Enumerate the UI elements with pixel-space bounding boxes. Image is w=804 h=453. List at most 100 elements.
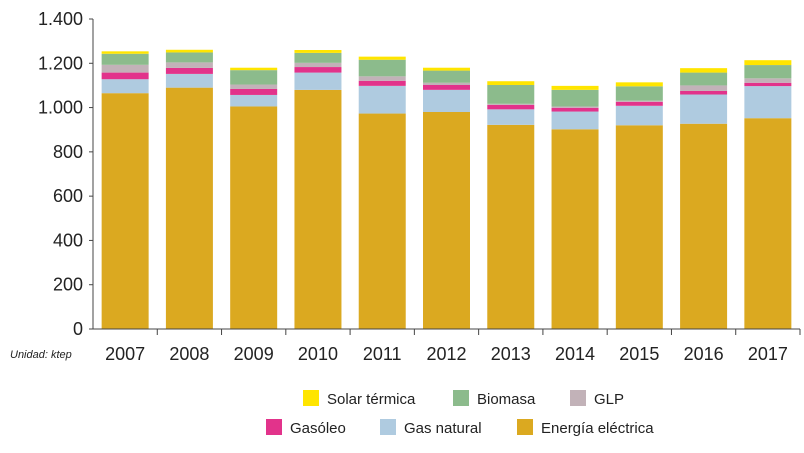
legend-label: Biomasa	[477, 391, 536, 408]
bar-segment	[165, 87, 213, 330]
x-tick-label: 2014	[555, 344, 595, 364]
bar-segment	[230, 88, 278, 95]
bar-segment	[744, 82, 792, 87]
bar-segment	[294, 50, 342, 53]
unit-note: Unidad: ktep	[10, 349, 72, 361]
bar-segment	[551, 111, 599, 130]
bar-segment	[294, 67, 342, 73]
legend-label: Energía eléctrica	[541, 420, 654, 437]
y-tick-label: 1.000	[38, 98, 83, 118]
bar-segment	[423, 112, 470, 329]
legend-swatch	[517, 419, 533, 435]
y-tick-label: 800	[53, 142, 83, 162]
bar-segment	[358, 113, 406, 329]
bar-segment	[615, 101, 663, 106]
bar-segment	[680, 90, 728, 95]
y-tick-label: 600	[53, 186, 83, 206]
bar-segment	[230, 67, 278, 71]
x-tick-label: 2016	[684, 344, 724, 364]
bar-segment	[744, 78, 792, 83]
bar-stack-2012	[423, 67, 470, 329]
legend-label: Solar térmica	[327, 391, 416, 408]
legend-swatch	[303, 390, 319, 406]
bar-segment	[487, 84, 535, 104]
y-tick-label: 400	[53, 230, 83, 250]
bar-segment	[294, 62, 342, 68]
bar-segment	[101, 72, 149, 80]
bar-segment	[680, 68, 728, 73]
bar-segment	[423, 84, 470, 90]
bar-segment	[165, 49, 213, 53]
bar-segment	[358, 85, 406, 114]
bar-segment	[423, 82, 470, 85]
bar-segment	[551, 106, 599, 108]
bar-stack-2009	[230, 67, 278, 329]
legend-label: Gas natural	[404, 420, 482, 437]
bar-segment	[101, 64, 149, 73]
bar-segment	[744, 118, 792, 329]
legend-item: Gas natural	[380, 419, 482, 437]
bar-stack-2011	[358, 56, 406, 329]
bar-segment	[101, 53, 149, 65]
bar-segment	[551, 129, 599, 329]
x-tick-label: 2015	[619, 344, 659, 364]
bar-segment	[487, 124, 535, 329]
bar-segment	[230, 106, 278, 329]
y-axis: 0 200 400 600 800 1.000 1.200 1.400	[38, 9, 94, 339]
bars	[101, 49, 792, 330]
bar-segment	[101, 51, 149, 54]
bar-segment	[101, 79, 149, 94]
bar-segment	[165, 73, 213, 88]
bar-segment	[423, 89, 470, 112]
legend-item: GLP	[570, 390, 624, 408]
x-tick-label: 2011	[363, 344, 402, 364]
bar-segment	[615, 86, 663, 101]
legend-item: Energía eléctrica	[517, 419, 654, 437]
x-tick-label: 2010	[298, 344, 338, 364]
legend-label: Gasóleo	[290, 420, 346, 437]
bar-segment	[487, 104, 535, 110]
bar-segment	[230, 94, 278, 107]
bar-segment	[487, 103, 535, 105]
bar-segment	[680, 72, 728, 86]
bar-stack-2008	[165, 49, 213, 330]
bar-stack-2015	[615, 82, 663, 330]
bar-stack-2017	[744, 60, 792, 329]
bar-segment	[680, 85, 728, 91]
bar-segment	[230, 84, 278, 89]
bar-segment	[551, 89, 599, 107]
bar-segment	[551, 85, 599, 90]
bar-segment	[551, 107, 599, 112]
bar-segment	[294, 89, 342, 329]
legend-swatch	[570, 390, 586, 406]
bar-segment	[615, 105, 663, 126]
y-tick-label: 1.200	[38, 53, 83, 73]
x-tick-label: 2008	[169, 344, 209, 364]
bar-stack-2007	[101, 51, 149, 329]
x-tick-label: 2017	[748, 344, 788, 364]
bar-segment	[744, 65, 792, 79]
x-tick-label: 2013	[491, 344, 531, 364]
bar-segment	[423, 70, 470, 83]
bar-stack-2016	[680, 68, 728, 329]
y-tick-label: 200	[53, 275, 83, 295]
legend-label: GLP	[594, 391, 624, 408]
bar-segment	[744, 86, 792, 119]
bar-segment	[165, 67, 213, 74]
x-tick-label: 2009	[234, 344, 274, 364]
bar-segment	[294, 72, 342, 90]
bar-segment	[744, 60, 792, 66]
y-tick-label: 1.400	[38, 9, 83, 29]
bar-segment	[615, 100, 663, 102]
bar-stack-2014	[551, 85, 599, 329]
y-tick-label: 0	[73, 319, 83, 339]
bar-segment	[294, 52, 342, 63]
bar-segment	[487, 109, 535, 125]
legend-item: Gasóleo	[266, 419, 346, 437]
bar-segment	[358, 76, 406, 81]
bar-segment	[423, 67, 470, 71]
legend: Solar térmica Biomasa GLP Gasóleo Gas natura…	[266, 390, 654, 437]
legend-swatch	[453, 390, 469, 406]
bar-segment	[165, 62, 213, 68]
